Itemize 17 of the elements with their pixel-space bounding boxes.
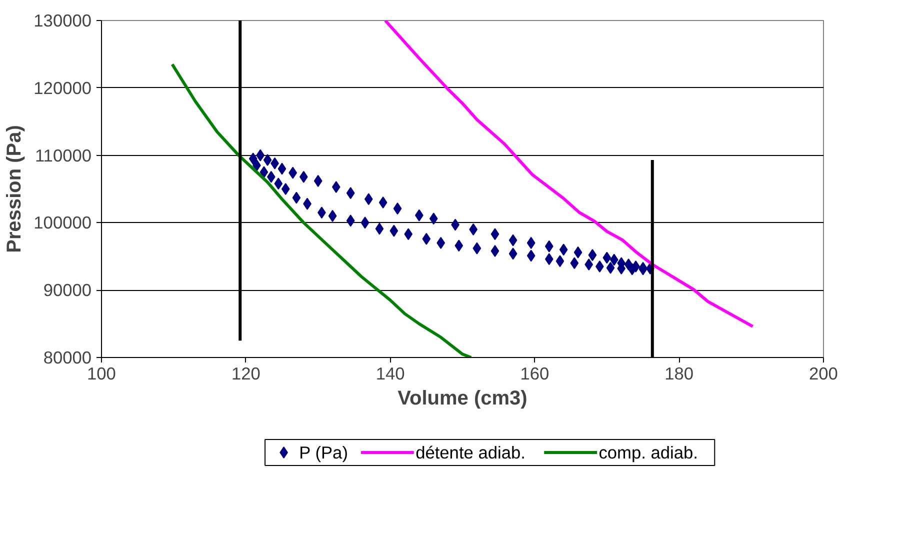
x-tick-label: 160 xyxy=(520,364,550,384)
line-series xyxy=(384,20,754,328)
y-tick-label: 100000 xyxy=(34,212,92,233)
legend-label: comp. adiab. xyxy=(598,442,698,462)
x-axis-title: Volume (cm3) xyxy=(398,388,528,410)
line-series xyxy=(170,62,473,358)
x-tick-label: 200 xyxy=(809,364,838,384)
x-tick-label: 180 xyxy=(664,364,694,384)
y-tick-label: 110000 xyxy=(34,145,92,166)
y-tick-label: 130000 xyxy=(34,10,92,30)
x-tick-label: 120 xyxy=(231,364,260,384)
legend-label: P (Pa) xyxy=(299,442,348,462)
x-tick-label: 140 xyxy=(376,364,405,384)
y-tick-label: 120000 xyxy=(34,78,92,98)
y-axis-title: Pression (Pa) xyxy=(4,125,26,253)
y-tick-label: 90000 xyxy=(43,280,92,300)
legend-label: détente adiab. xyxy=(416,442,526,462)
